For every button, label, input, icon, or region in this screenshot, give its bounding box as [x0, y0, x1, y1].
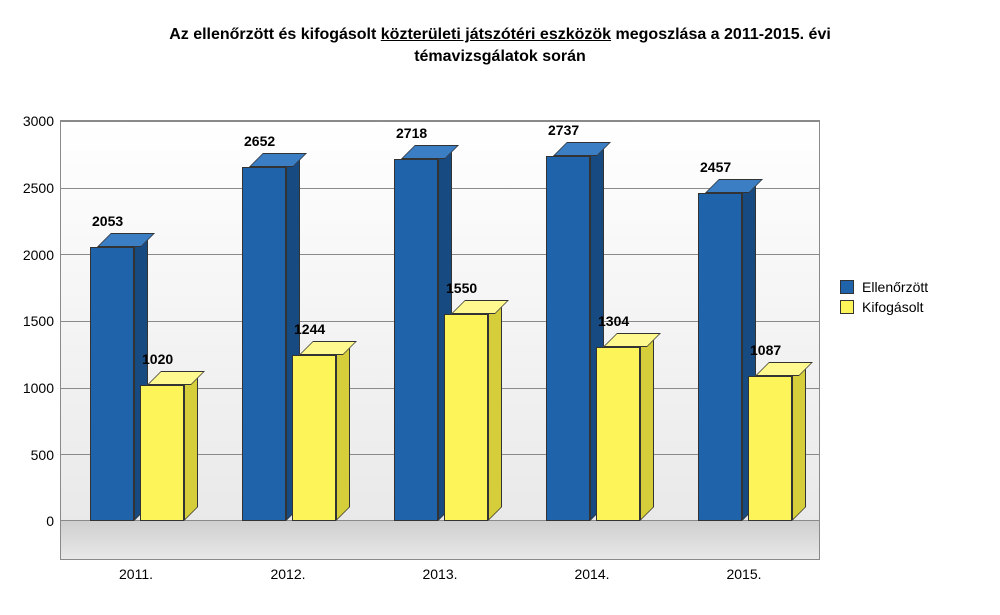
ytick-1000: 1000	[4, 380, 54, 396]
ytick-3000: 3000	[4, 113, 54, 129]
ytick-2500: 2500	[4, 180, 54, 196]
xtick: 2012.	[228, 566, 348, 582]
legend-item-kifogasolt: Kifogásolt	[840, 299, 980, 315]
ytick-0: 0	[4, 513, 54, 529]
xtick: 2014.	[532, 566, 652, 582]
legend-label-kifogasolt: Kifogásolt	[862, 299, 923, 315]
bar-kifogasolt	[596, 333, 654, 521]
value-label: 2737	[548, 122, 579, 138]
title-line1-underlined: közterületi játszótéri eszközök	[381, 26, 611, 43]
bar-kifogasolt	[140, 371, 198, 521]
value-label: 1087	[750, 342, 781, 358]
bar-kifogasolt	[748, 362, 806, 521]
xtick: 2011.	[76, 566, 196, 582]
legend-swatch-kifogasolt	[840, 300, 854, 314]
ytick-2000: 2000	[4, 247, 54, 263]
legend-label-ellenorzott: Ellenőrzött	[862, 279, 928, 295]
value-label: 1020	[142, 351, 173, 367]
bar-kifogasolt	[444, 300, 502, 521]
value-label: 2053	[92, 213, 123, 229]
chart-title: Az ellenőrzött és kifogásolt közterületi…	[0, 24, 1000, 67]
xtick: 2013.	[380, 566, 500, 582]
title-line1-pre: Az ellenőrzött és kifogásolt	[169, 26, 381, 43]
chart-root: Az ellenőrzött és kifogásolt közterületi…	[0, 0, 1000, 615]
bars-layer: 2053 1020 2652 1244 2718 1550 2737 1304 2457 1087	[61, 121, 819, 559]
ytick-1500: 1500	[4, 313, 54, 329]
legend-swatch-ellenorzott	[840, 280, 854, 294]
value-label: 2652	[244, 133, 275, 149]
value-label: 2457	[700, 159, 731, 175]
legend-item-ellenorzott: Ellenőrzött	[840, 279, 980, 295]
bar-kifogasolt	[292, 341, 350, 521]
value-label: 1550	[446, 280, 477, 296]
title-line2: témavizsgálatok során	[414, 48, 586, 65]
xtick: 2015.	[684, 566, 804, 582]
value-label: 2718	[396, 125, 427, 141]
ytick-500: 500	[4, 447, 54, 463]
plot-area: 2053 1020 2652 1244 2718 1550 2737 1304 2457 1087	[60, 120, 820, 560]
value-label: 1304	[598, 313, 629, 329]
value-label: 1244	[294, 321, 325, 337]
legend: Ellenőrzött Kifogásolt	[840, 275, 980, 319]
title-line1-post: megoszlása a 2011-2015. évi	[611, 26, 831, 43]
